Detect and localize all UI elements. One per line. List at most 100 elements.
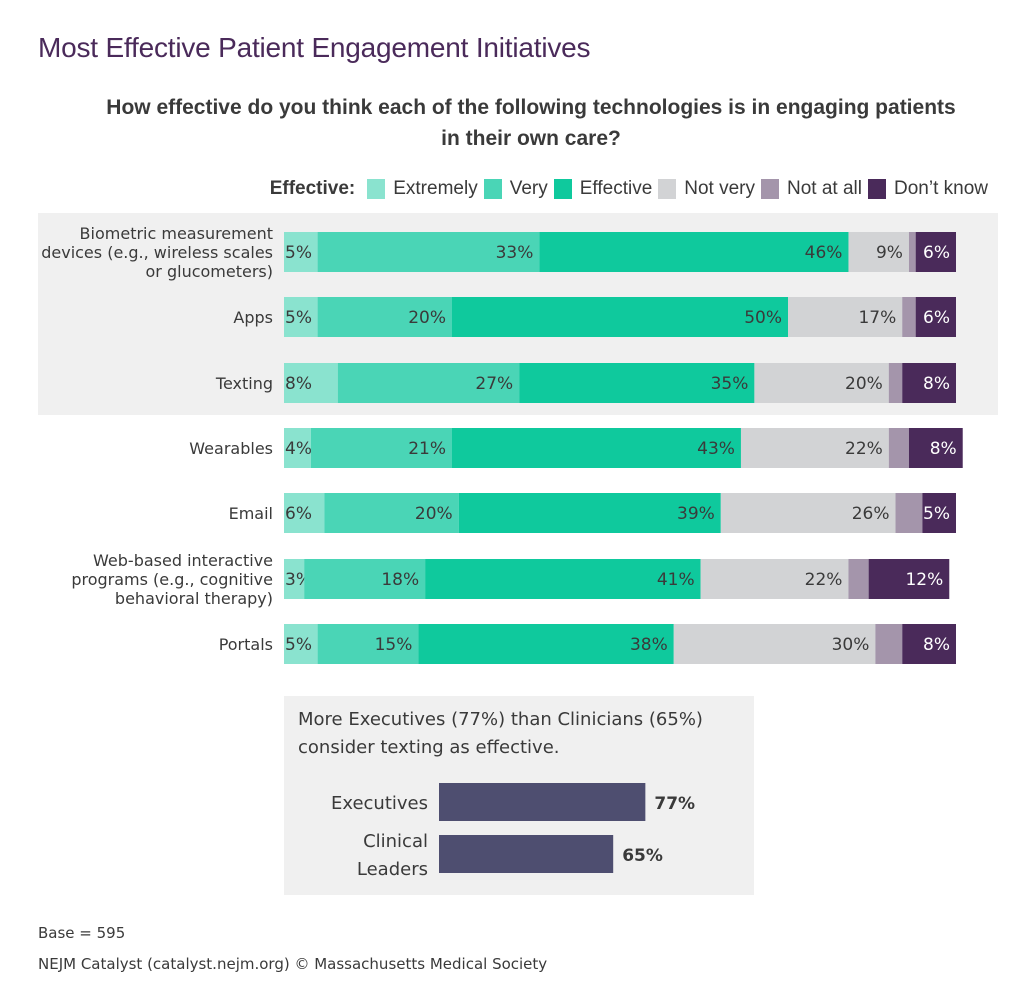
legend-swatch: [868, 179, 886, 199]
data-label: 9%: [876, 243, 903, 263]
legend-label: Don’t know: [894, 178, 988, 199]
bar-segment-not-very: [754, 363, 889, 403]
bar-segment-not-at-all: [902, 297, 916, 337]
legend-swatch: [483, 179, 502, 199]
data-label: 5%: [923, 504, 950, 524]
data-label: 46%: [805, 243, 843, 263]
bar-segment-extremely: [284, 232, 318, 272]
data-label: 8%: [923, 635, 950, 655]
legend-swatch: [553, 179, 572, 199]
data-label: 39%: [677, 504, 715, 524]
category-label: Texting: [215, 374, 273, 393]
legend-label: Extremely: [393, 178, 478, 199]
data-label: 22%: [845, 439, 883, 459]
data-label: 21%: [408, 439, 446, 459]
bar-segment-don-t-know: [915, 232, 956, 272]
legend-item-effective: Effective: [550, 178, 653, 200]
bar-segment-very: [337, 363, 520, 403]
bar-segment-not-at-all: [875, 624, 903, 664]
data-label: 8%: [923, 374, 950, 394]
data-label: 8%: [285, 374, 312, 394]
category-label: programs (e.g., cognitive: [71, 570, 273, 589]
bar-segment-not-at-all: [908, 232, 916, 272]
data-label: 27%: [475, 374, 513, 394]
bar-segment-don-t-know: [908, 428, 963, 468]
legend-item-very: Very: [480, 178, 548, 200]
bar-segment-not-very: [740, 428, 889, 468]
bar-segment-not-very: [848, 232, 909, 272]
chart-title: Most Effective Patient Engagement Initia…: [38, 32, 591, 63]
legend-item-extremely: Extremely: [363, 178, 478, 200]
data-label: 41%: [657, 570, 695, 590]
legend-swatch: [658, 179, 677, 199]
category-label: Wearables: [189, 439, 273, 458]
data-label: 5%: [285, 243, 312, 263]
legend-swatch: [761, 179, 780, 199]
bar-segment-effective: [452, 297, 788, 337]
data-label: 5%: [285, 635, 312, 655]
bar-segment-not-very: [673, 624, 876, 664]
bar-segment-extremely: [284, 363, 338, 403]
legend-label: Not very: [684, 178, 756, 199]
data-label: 22%: [805, 570, 843, 590]
inset-category-label: Leaders: [357, 859, 428, 880]
bar-segment-extremely: [284, 559, 305, 599]
source-note: NEJM Catalyst (catalyst.nejm.org) © Mass…: [38, 955, 548, 973]
data-label: 35%: [711, 374, 749, 394]
bar-segment-very: [304, 559, 426, 599]
legend-item-not-very: Not very: [654, 178, 755, 200]
legend-item-dont-know: Don’t know: [864, 178, 988, 200]
bar-segment-effective: [425, 559, 701, 599]
bar-segment-effective: [539, 232, 849, 272]
bar-segment-effective: [452, 428, 741, 468]
inset-text: More Executives (77%) than Clinicians (6…: [298, 706, 748, 762]
inset-bar: [439, 835, 614, 873]
inset-bar: [439, 783, 646, 821]
bar-segment-don-t-know: [902, 624, 956, 664]
bar-segment-very: [317, 232, 540, 272]
category-label: Web-based interactive: [93, 551, 273, 570]
bar-segment-not-very: [700, 559, 849, 599]
inset-value-label: 77%: [654, 794, 695, 814]
inset-text-line2: consider texting as effective.: [298, 737, 560, 758]
bar-segment-not-at-all: [888, 363, 903, 403]
legend-label: Effective: [579, 178, 653, 199]
bar-segment-don-t-know: [902, 363, 956, 403]
data-label: 20%: [415, 504, 453, 524]
bar-segment-not-at-all: [888, 428, 909, 468]
data-label: 17%: [858, 308, 896, 328]
bar-segment-not-very: [788, 297, 903, 337]
bar-segment-effective: [418, 624, 674, 664]
bar-segment-not-at-all: [895, 493, 923, 533]
data-label: 33%: [496, 243, 534, 263]
legend-swatch: [367, 179, 386, 199]
bar-segment-very: [310, 428, 452, 468]
bar-segment-don-t-know: [922, 493, 956, 533]
category-label: Email: [229, 504, 273, 523]
inset-category-label: Executives: [331, 793, 428, 814]
data-label: 5%: [285, 308, 312, 328]
data-label: 30%: [832, 635, 870, 655]
data-label: 26%: [852, 504, 890, 524]
data-label: 4%: [285, 439, 312, 459]
bar-segment-effective: [458, 493, 721, 533]
bar-segment-very: [317, 624, 419, 664]
bar-segment-very: [317, 297, 452, 337]
bar-segment-very: [324, 493, 459, 533]
legend-item-not-at-all: Not at all: [757, 178, 862, 200]
bar-segment-not-very: [720, 493, 896, 533]
base-note: Base = 595: [38, 924, 126, 942]
category-label: Apps: [233, 308, 273, 327]
data-label: 43%: [697, 439, 735, 459]
category-label: behavioral therapy): [115, 589, 273, 608]
data-label: 8%: [930, 439, 957, 459]
bar-segment-not-at-all: [848, 559, 869, 599]
category-label: or glucometers): [146, 262, 273, 281]
data-label: 6%: [285, 504, 312, 524]
data-label: 6%: [923, 243, 950, 263]
legend: Effective: Extremely Very Effective Not …: [270, 178, 990, 200]
legend-lead: Effective:: [269, 178, 356, 199]
category-label: Biometric measurement: [80, 224, 273, 243]
data-label: 12%: [905, 570, 943, 590]
